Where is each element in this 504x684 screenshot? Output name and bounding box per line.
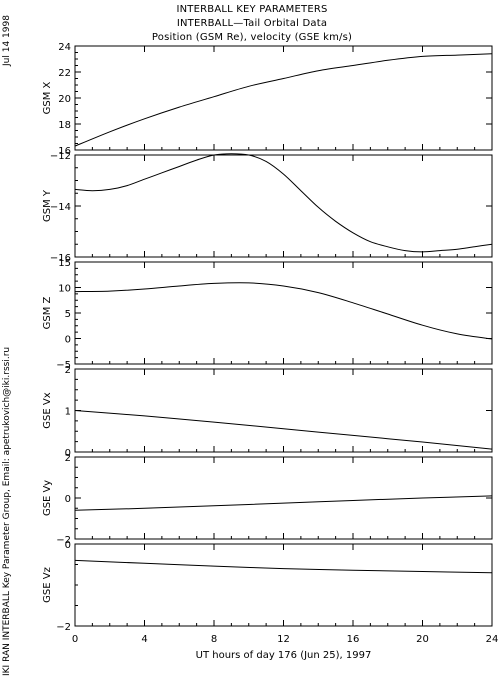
xtick-label-2: 8 [211,634,217,645]
panel-4-ytick-label-2: 2 [65,365,71,376]
xtick-label-5: 20 [416,634,429,645]
panel-2-frame [74,154,493,258]
panel-5-ylabel: GSE Vy [42,480,53,516]
panel-4-ylabel: GSE Vx [42,392,53,428]
panel-1-frame [74,45,493,151]
panel-3-ytick-label-3: 10 [58,284,71,295]
panel-6-frame [74,543,493,627]
panel-5-ytick-label-1: 0 [65,494,71,505]
xtick-label-1: 4 [141,634,147,645]
panel-1-ytick-label-0: 16 [58,146,71,157]
chart-title-line-2: INTERBALL—Tail Orbital Data [176,18,328,29]
panel-6-series-line [74,559,493,574]
panel-3-ytick-label-1: 0 [65,335,71,346]
panel-2-series-line [74,153,493,253]
panel-3-ylabel: GSM Z [42,296,53,329]
panel-5-ytick-label-0: −2 [56,535,71,546]
xtick-label-6: 24 [486,634,499,645]
x-axis-label: UT hours of day 176 (Jun 25), 1997 [196,650,372,661]
panel-1-ytick-label-3: 22 [58,68,71,79]
panel-1-series-line [74,53,493,147]
panel-3-ytick-label-0: −5 [56,360,71,371]
panel-2-ytick-label-0: −16 [50,253,71,264]
xtick-label-3: 12 [277,634,290,645]
panel-4-ytick-label-1: 1 [65,407,71,418]
panel-6-ytick-label-1: 0 [65,540,71,551]
panel-2-ytick-label-1: −14 [50,202,71,213]
panel-5-series-line [74,495,493,511]
panel-4-series-line [74,410,493,450]
xtick-label-0: 0 [72,634,78,645]
panel-6-ytick-label-0: −2 [56,622,71,633]
panel-3-ytick-label-2: 5 [65,309,71,320]
panel-1-ylabel: GSM X [42,81,53,114]
chart-title-line-3: Position (GSM Re), velocity (GSE km/s) [151,32,353,43]
panel-4-frame [74,368,493,453]
panel-1-ytick-label-4: 24 [58,42,71,53]
panel-3-ytick-label-4: 15 [58,258,71,269]
panel-5-ytick-label-2: 2 [65,453,71,464]
xtick-label-4: 16 [347,634,360,645]
panel-1-ytick-label-1: 18 [58,120,71,131]
panel-6-ylabel: GSE Vz [42,567,53,603]
panel-3-series-line [74,282,493,340]
panel-1-ytick-label-2: 20 [58,94,71,105]
panel-2-ytick-label-2: −12 [50,151,71,162]
panel-4-ytick-label-0: 0 [65,448,71,459]
panel-3-frame [74,261,493,365]
panel-2-ylabel: GSM Y [42,189,53,222]
chart-title-line-1: INTERBALL KEY PARAMETERS [176,4,328,15]
